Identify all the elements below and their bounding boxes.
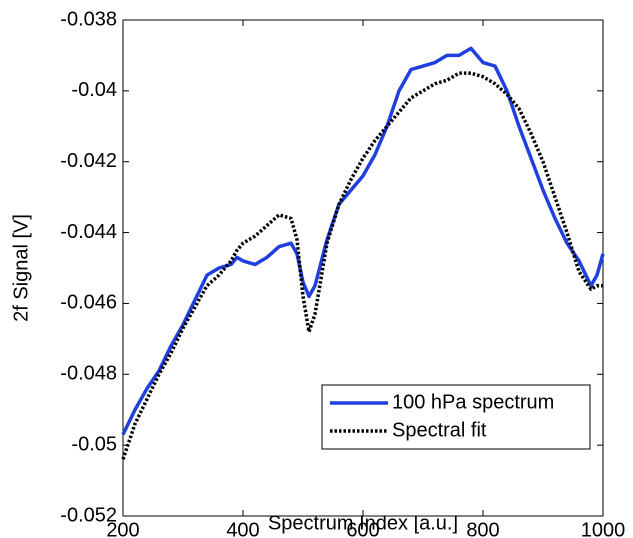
x-tick-label: 200	[106, 519, 139, 538]
y-tick-label: -0.052	[60, 504, 117, 526]
y-tick-label: -0.046	[60, 292, 117, 314]
legend-label: 100 hPa spectrum	[392, 391, 554, 413]
x-tick-label: 600	[346, 519, 379, 538]
legend-box	[321, 384, 591, 450]
x-tick-label: 1000	[581, 519, 626, 538]
series-line	[121, 71, 603, 460]
y-tick-label: -0.038	[60, 8, 117, 30]
legend-label: Spectral fit	[392, 419, 487, 441]
y-axis-label: 2f Signal [V]	[10, 214, 32, 322]
y-tick-label: -0.048	[60, 363, 117, 385]
y-tick-label: -0.042	[60, 150, 117, 172]
y-tick-label: -0.04	[71, 79, 117, 101]
x-tick-label: 400	[226, 519, 259, 538]
x-axis-label: Spectrum Index [a.u.]	[268, 512, 458, 534]
y-tick-label: -0.05	[71, 433, 117, 455]
y-tick-label: -0.044	[60, 221, 117, 243]
x-tick-label: 800	[466, 519, 499, 538]
series-line	[121, 46, 605, 436]
